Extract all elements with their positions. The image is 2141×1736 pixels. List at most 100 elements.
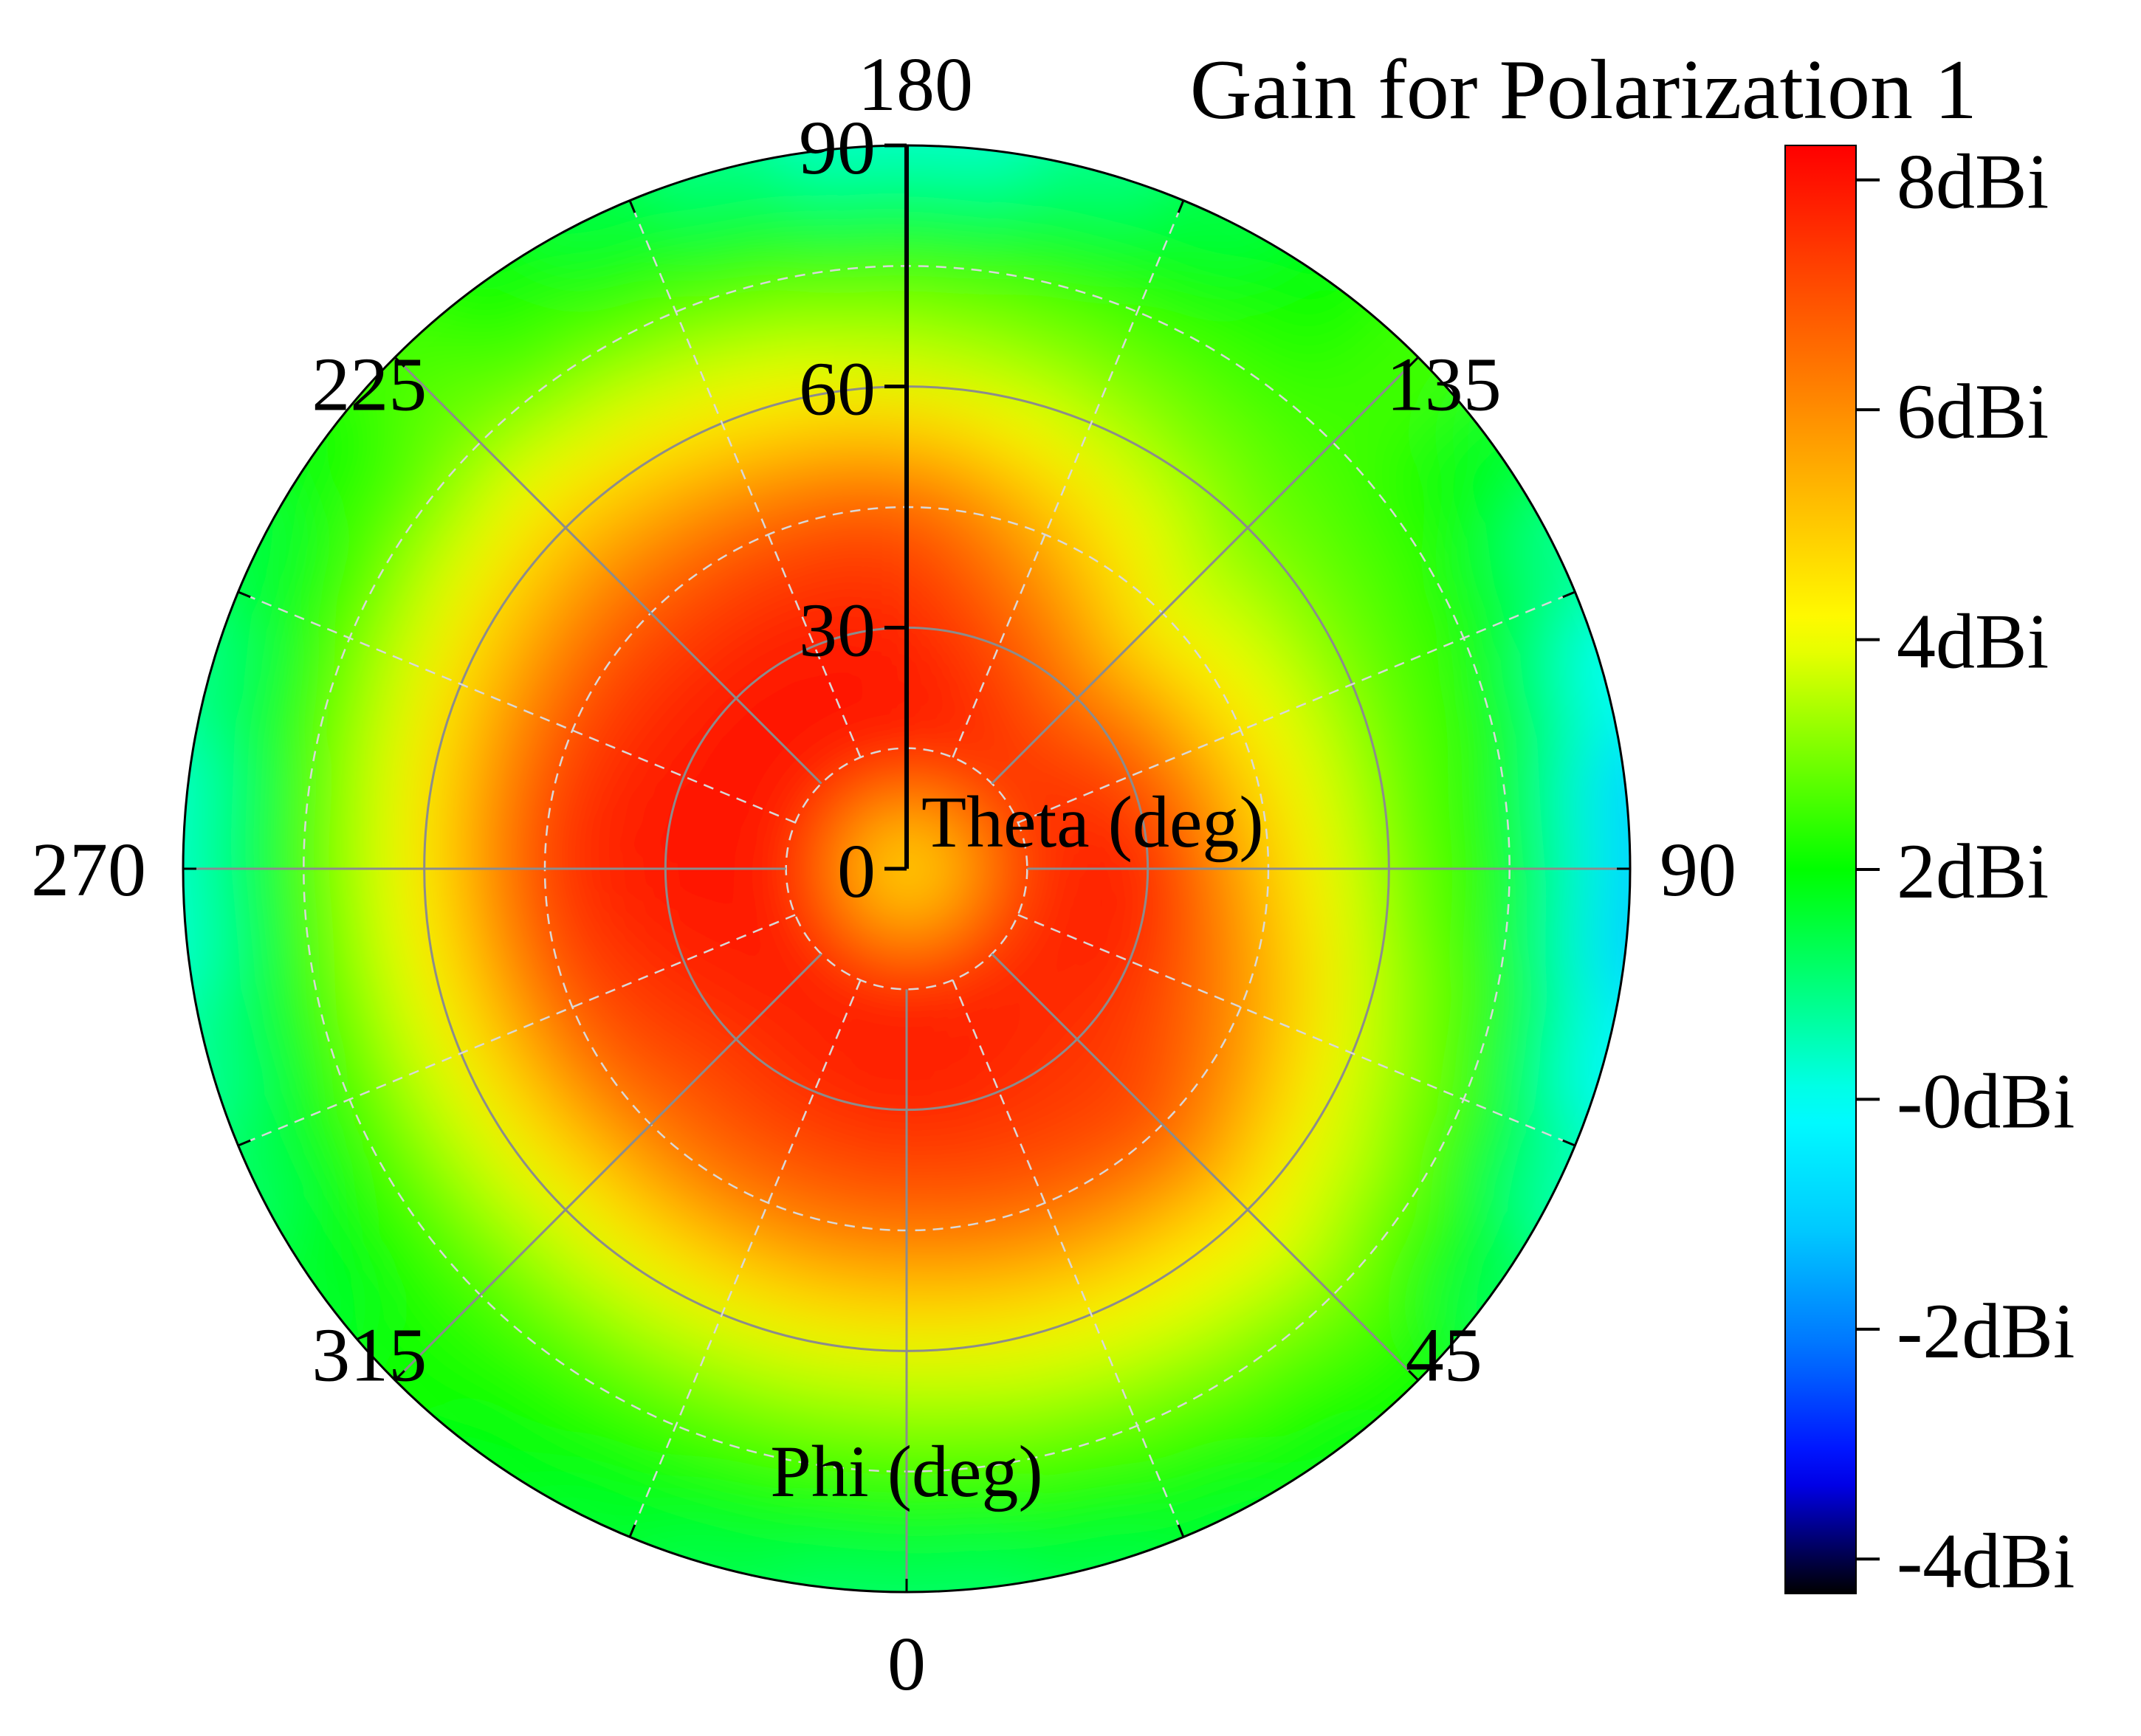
heat-cell bbox=[822, 1303, 907, 1352]
boundary-tick bbox=[1408, 1370, 1420, 1382]
phi-tick-label: 270 bbox=[31, 827, 146, 912]
heat-cell bbox=[704, 833, 749, 869]
heat-cell bbox=[906, 666, 943, 712]
phi-axis-label: Phi (deg) bbox=[770, 1430, 1042, 1512]
heat-cell bbox=[630, 1585, 775, 1592]
heat-cell bbox=[856, 1105, 907, 1151]
heat-cell bbox=[1618, 868, 1630, 1002]
colorbar-tick-label: 4dBi bbox=[1897, 599, 2049, 685]
phi-tick-label: 135 bbox=[1386, 342, 1502, 427]
heat-cell bbox=[906, 466, 977, 514]
grid-spoke-major bbox=[991, 356, 1420, 785]
phi-tick-label: 45 bbox=[1406, 1313, 1482, 1398]
heat-cell bbox=[1038, 145, 1183, 153]
boundary-tick bbox=[394, 1370, 405, 1382]
heat-cell bbox=[906, 1105, 957, 1151]
heat-cell bbox=[183, 593, 190, 737]
phi-tick-label: 90 bbox=[1660, 827, 1736, 912]
heat-cell bbox=[464, 790, 512, 869]
colorbar-tick-label: -2dBi bbox=[1897, 1288, 2075, 1374]
heat-cell bbox=[906, 1224, 977, 1272]
heat-cell bbox=[543, 805, 591, 869]
heat-cell bbox=[664, 826, 709, 869]
heat-cell bbox=[906, 1303, 992, 1352]
grid-spoke-minor bbox=[952, 979, 1185, 1537]
phi-tick-label: 225 bbox=[312, 342, 427, 427]
grid-spoke-minor bbox=[628, 979, 862, 1537]
heat-cell bbox=[864, 1066, 907, 1111]
heat-cell bbox=[906, 1264, 985, 1312]
heat-cell bbox=[1341, 784, 1390, 869]
heat-cell bbox=[1262, 868, 1310, 940]
heat-cell bbox=[850, 546, 907, 593]
theta-tick-label: 60 bbox=[799, 347, 876, 432]
theta-tick-label: 0 bbox=[837, 829, 876, 914]
heat-cell bbox=[624, 819, 670, 869]
boundary-tick bbox=[1562, 1139, 1575, 1147]
colorbar-tick-label: -0dBi bbox=[1897, 1058, 2075, 1144]
heat-cell bbox=[584, 868, 630, 926]
heat-cell bbox=[780, 1540, 907, 1592]
colorbar-gradient bbox=[1784, 145, 1857, 1594]
heat-cell bbox=[423, 868, 472, 954]
grid-spoke-major bbox=[394, 953, 822, 1382]
theta-axis-label: Theta (deg) bbox=[921, 781, 1264, 863]
heat-cell bbox=[1143, 868, 1189, 919]
heat-cell bbox=[183, 466, 247, 609]
heat-cell bbox=[850, 1145, 907, 1191]
heat-cell bbox=[842, 506, 907, 554]
boundary-tick bbox=[628, 1524, 636, 1537]
heat-cell bbox=[1623, 593, 1630, 737]
heat-cell bbox=[906, 1580, 1040, 1592]
heat-cell bbox=[906, 586, 957, 633]
heat-cell bbox=[828, 1264, 907, 1312]
heat-cell bbox=[828, 426, 907, 474]
boundary-tick bbox=[1408, 356, 1420, 368]
boundary-tick bbox=[238, 590, 251, 599]
heat-cell bbox=[543, 868, 591, 933]
grid-spoke-minor bbox=[628, 200, 862, 758]
heat-cell bbox=[842, 1184, 907, 1232]
heat-cell bbox=[183, 735, 195, 869]
heat-cell bbox=[584, 812, 630, 869]
heat-cell bbox=[504, 1529, 647, 1592]
phi-tick-label: 180 bbox=[858, 42, 973, 127]
phi-axis-ticks: 0 45 90 135 180 225 270 315 bbox=[31, 42, 1736, 1706]
heat-cell bbox=[1567, 466, 1630, 609]
grid-spoke-minor bbox=[1017, 914, 1575, 1147]
heat-cell bbox=[183, 742, 235, 869]
heat-cell bbox=[1038, 1585, 1183, 1592]
theta-tick-label: 90 bbox=[799, 106, 876, 190]
heat-cell bbox=[907, 1621, 1046, 1673]
colorbar-tick-label: 2dBi bbox=[1897, 828, 2049, 914]
heat-cell bbox=[423, 784, 472, 869]
heat-cell bbox=[1302, 868, 1350, 947]
heat-cell bbox=[1064, 868, 1109, 905]
heat-cell bbox=[1262, 798, 1310, 869]
heat-cell bbox=[836, 466, 907, 514]
heat-cell bbox=[906, 145, 1034, 197]
heat-cell bbox=[906, 426, 985, 474]
boundary-tick bbox=[238, 1139, 251, 1147]
grid-spoke-minor bbox=[1017, 590, 1575, 824]
theta-axis-ticks: 0 30 60 90 bbox=[799, 106, 907, 914]
boundary-tick bbox=[1562, 590, 1575, 599]
heat-cell bbox=[630, 145, 775, 153]
phi-tick-label: 315 bbox=[312, 1313, 427, 1398]
grid-spoke-minor bbox=[238, 914, 796, 1147]
heat-cell bbox=[504, 145, 647, 209]
colorbar: 8dBi 6dBi 4dBi 2dBi -0dBi -2dBi -4dBi bbox=[1784, 139, 2075, 1604]
heat-cell bbox=[906, 385, 992, 435]
heat-cell bbox=[464, 868, 512, 947]
heat-cell bbox=[624, 868, 670, 919]
heat-cell bbox=[906, 506, 971, 554]
heat-cell bbox=[1618, 735, 1630, 869]
heat-cell bbox=[773, 145, 907, 157]
heat-cell bbox=[504, 868, 551, 940]
heat-cell bbox=[1222, 868, 1270, 933]
colorbar-tick-label: -4dBi bbox=[1897, 1518, 2075, 1604]
boundary-tick bbox=[1177, 200, 1185, 213]
heat-cell bbox=[870, 1026, 907, 1071]
heat-cell bbox=[1166, 1529, 1310, 1592]
